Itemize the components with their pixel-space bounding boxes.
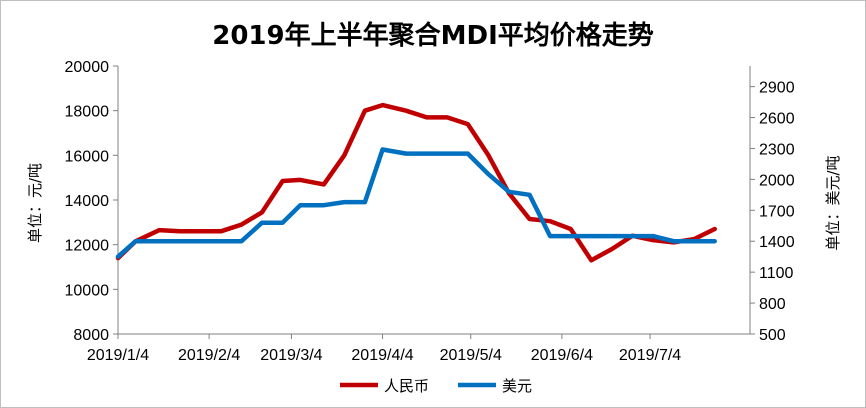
y-left-tick-label: 14000 — [65, 193, 110, 210]
series-line-2 — [115, 147, 717, 259]
x-tick-label: 2019/5/4 — [440, 347, 502, 364]
y-right-tick-label: 1100 — [759, 265, 794, 282]
series-line-1 — [115, 102, 717, 263]
y-right-tick-label: 800 — [759, 296, 786, 313]
series-layer — [115, 102, 717, 263]
chart-title: 2019年上半年聚合MDI平均价格走势 — [212, 20, 654, 51]
y-right-tick-label: 2000 — [759, 172, 795, 189]
plot-area — [117, 66, 751, 335]
y-right-tick-label: 1700 — [759, 203, 795, 220]
left-axis: 8000 10000 12000 14000 16000 18000 20000 — [65, 59, 118, 344]
x-tick-label: 2019/6/4 — [531, 347, 593, 364]
y-right-tick-label: 1400 — [759, 234, 795, 251]
y-left-axis-title: 单位：元/吨 — [26, 163, 44, 243]
y-left-tick-label: 8000 — [73, 327, 109, 344]
y-left-tick-label: 18000 — [65, 104, 110, 121]
y-left-tick-label: 10000 — [65, 282, 110, 299]
y-right-axis-title: 单位：美元/吨 — [824, 155, 842, 250]
x-axis: 2019/1/4 2019/2/4 2019/3/4 2019/4/4 2019/5/4… — [87, 334, 681, 364]
right-axis: 500 800 1100 1400 1700 2000 2300 2600 2900 — [750, 80, 795, 344]
x-tick-label: 2019/4/4 — [351, 347, 413, 364]
y-left-tick-label: 12000 — [65, 238, 110, 255]
legend-label-1: 人民币 — [384, 377, 429, 395]
y-left-tick-label: 20000 — [65, 59, 110, 76]
y-right-tick-label: 500 — [759, 327, 786, 344]
x-tick-label: 2019/2/4 — [178, 347, 240, 364]
x-tick-label: 2019/3/4 — [260, 347, 322, 364]
x-tick-label: 2019/1/4 — [87, 347, 149, 364]
legend-label-2: 美元 — [502, 377, 532, 395]
legend: 人民币 美元 — [340, 377, 532, 395]
y-left-tick-label: 16000 — [65, 148, 110, 165]
y-right-tick-label: 2600 — [759, 111, 795, 128]
y-right-tick-label: 2300 — [759, 141, 795, 158]
y-right-tick-label: 2900 — [759, 80, 795, 97]
x-tick-label: 2019/7/4 — [619, 347, 681, 364]
